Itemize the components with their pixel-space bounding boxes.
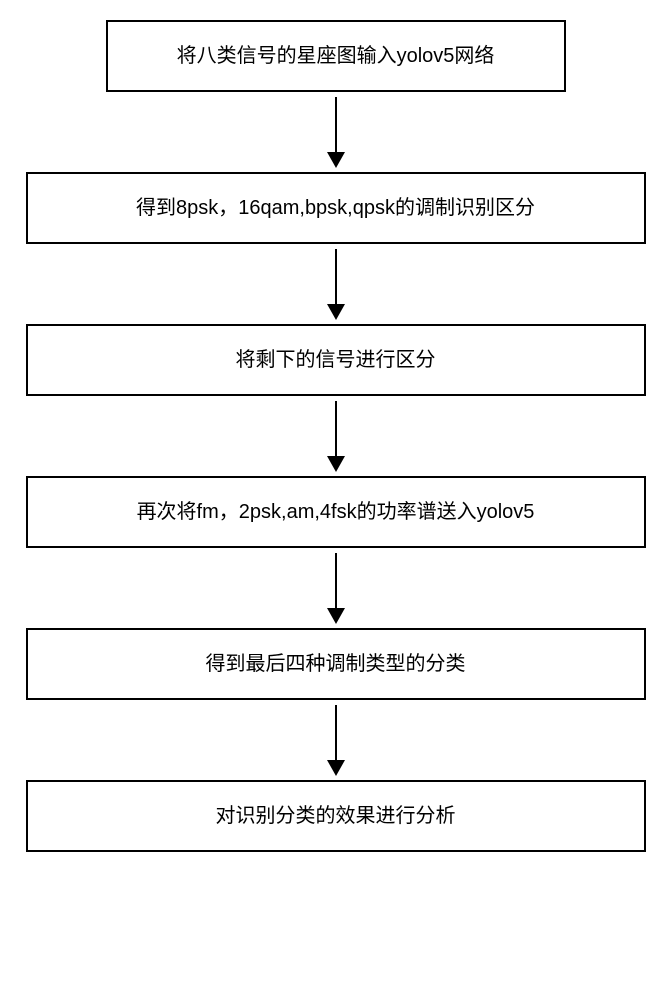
flowchart-step-4: 再次将fm，2psk,am,4fsk的功率谱送入yolov5 [26, 476, 646, 548]
flowchart-step-2: 得到8psk，16qam,bpsk,qpsk的调制识别区分 [26, 172, 646, 244]
arrow-down-icon [327, 700, 345, 780]
arrow-down-icon [327, 244, 345, 324]
step-text: 得到8psk，16qam,bpsk,qpsk的调制识别区分 [136, 194, 535, 222]
arrow-down-icon [327, 396, 345, 476]
arrow-line [335, 97, 337, 152]
arrow-line [335, 705, 337, 760]
arrow-head [327, 152, 345, 168]
arrow-line [335, 553, 337, 608]
flowchart-step-1: 将八类信号的星座图输入yolov5网络 [106, 20, 566, 92]
arrow-line [335, 401, 337, 456]
flowchart-container: 将八类信号的星座图输入yolov5网络 得到8psk，16qam,bpsk,qp… [0, 20, 671, 852]
arrow-down-icon [327, 548, 345, 628]
flowchart-step-3: 将剩下的信号进行区分 [26, 324, 646, 396]
step-text: 将八类信号的星座图输入yolov5网络 [177, 42, 495, 70]
flowchart-step-5: 得到最后四种调制类型的分类 [26, 628, 646, 700]
arrow-head [327, 304, 345, 320]
arrow-head [327, 760, 345, 776]
step-text: 得到最后四种调制类型的分类 [206, 650, 466, 678]
arrow-head [327, 456, 345, 472]
flowchart-step-6: 对识别分类的效果进行分析 [26, 780, 646, 852]
step-text: 再次将fm，2psk,am,4fsk的功率谱送入yolov5 [137, 498, 535, 526]
arrow-head [327, 608, 345, 624]
step-text: 对识别分类的效果进行分析 [216, 802, 456, 830]
arrow-down-icon [327, 92, 345, 172]
step-text: 将剩下的信号进行区分 [236, 346, 436, 374]
arrow-line [335, 249, 337, 304]
